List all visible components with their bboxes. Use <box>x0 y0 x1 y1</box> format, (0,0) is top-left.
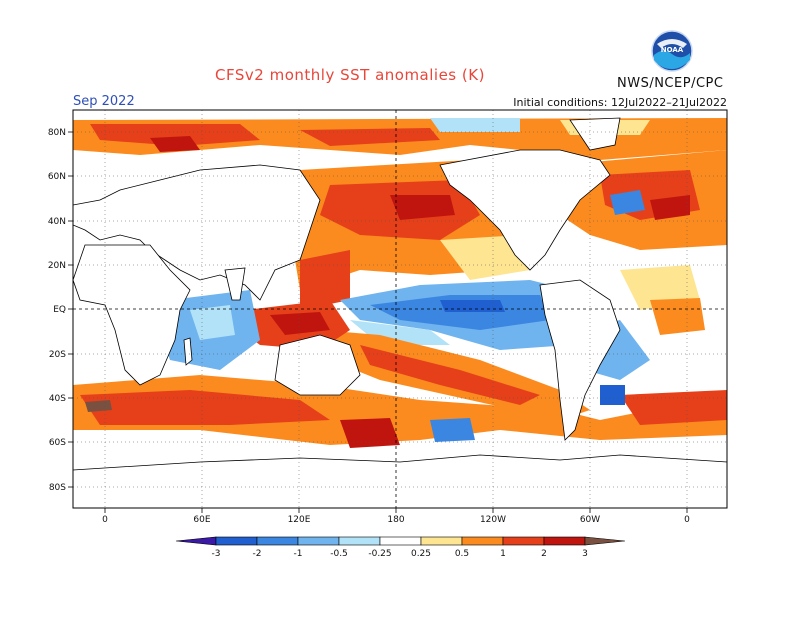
colorbar-segment <box>338 536 381 546</box>
colorbar-label: 0.5 <box>455 549 469 559</box>
lon-label: 60E <box>193 515 210 525</box>
colorbar-segment <box>502 536 545 546</box>
continent-outlines <box>73 117 727 508</box>
colorbar-label: -0.5 <box>330 549 348 559</box>
lon-label: 0 <box>684 515 690 525</box>
colorbar-segment <box>461 536 504 546</box>
colorbar-label: -0.25 <box>368 549 391 559</box>
lat-label: 80S <box>49 483 66 493</box>
colorbar-label: -3 <box>212 549 221 559</box>
lat-label: 20S <box>49 350 66 360</box>
colorbar-segment <box>420 536 463 546</box>
lat-label: 40S <box>49 394 66 404</box>
map-title: CFSv2 monthly SST anomalies (K) <box>215 66 485 84</box>
lon-label: 60W <box>580 515 600 525</box>
colorbar-label: -2 <box>253 549 262 559</box>
lon-label: 120W <box>480 515 506 525</box>
colorbar-segment <box>543 536 586 546</box>
lat-label: 80N <box>48 128 66 138</box>
colorbar-label: 2 <box>541 549 547 559</box>
noaa-logo: NOAA <box>651 30 693 72</box>
forecast-month: Sep 2022 <box>73 94 135 109</box>
colorbar-label: 0.25 <box>411 549 431 559</box>
noaa-logo-text: NOAA <box>661 46 684 54</box>
lon-label: 120E <box>288 515 311 525</box>
lat-label: 60S <box>49 438 66 448</box>
lat-label: 40N <box>48 217 66 227</box>
longitude-axis: 0 60E 120E 180 120W 60W 0 <box>102 508 690 525</box>
lat-label: EQ <box>53 305 66 315</box>
colorbar-label: 1 <box>500 549 506 559</box>
colorbar-label: -1 <box>294 549 303 559</box>
colorbar-segment <box>256 536 299 546</box>
lat-label: 60N <box>48 172 66 182</box>
colorbar-segment <box>215 536 258 546</box>
initial-conditions: Initial conditions: 12Jul2022–21Jul2022 <box>513 96 727 109</box>
latitude-axis: 80N 60N 40N 20N EQ 20S 40S 60S 80S <box>48 128 73 493</box>
colorbar: -3 -2 -1 -0.5 -0.25 0.25 0.5 1 2 3 <box>175 536 626 559</box>
lon-label: 180 <box>387 515 404 525</box>
colorbar-segment <box>297 536 340 546</box>
colorbar-arrow-low <box>175 536 217 546</box>
anomaly-field <box>73 110 727 508</box>
colorbar-segment <box>379 536 422 546</box>
colorbar-arrow-high <box>584 536 626 546</box>
agency-label: NWS/NCEP/CPC <box>617 76 724 91</box>
lat-label: 20N <box>48 261 66 271</box>
colorbar-label: 3 <box>582 549 588 559</box>
lon-label: 0 <box>102 515 108 525</box>
